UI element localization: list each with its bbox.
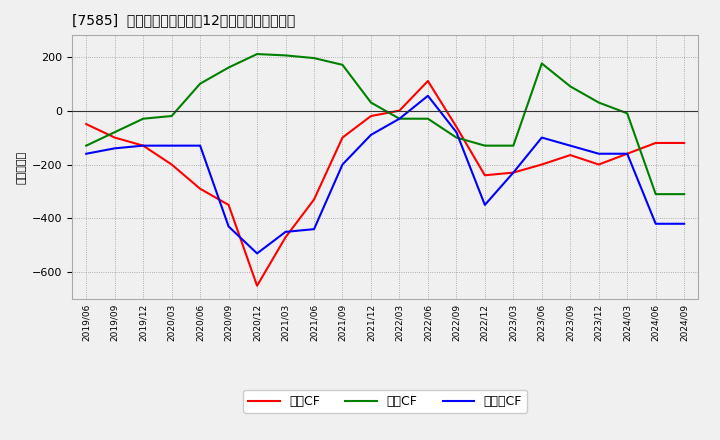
フリーCF xyxy=(139,143,148,148)
投資CF xyxy=(282,53,290,58)
営業CF xyxy=(139,143,148,148)
フリーCF xyxy=(537,135,546,140)
営業CF xyxy=(509,170,518,175)
投資CF xyxy=(338,62,347,67)
投資CF xyxy=(395,116,404,121)
営業CF xyxy=(110,135,119,140)
投資CF xyxy=(680,191,688,197)
営業CF xyxy=(652,140,660,146)
営業CF xyxy=(537,162,546,167)
Line: 投資CF: 投資CF xyxy=(86,54,684,194)
営業CF xyxy=(395,108,404,113)
投資CF xyxy=(366,100,375,105)
フリーCF xyxy=(225,224,233,229)
営業CF xyxy=(310,197,318,202)
営業CF xyxy=(338,135,347,140)
投資CF xyxy=(452,135,461,140)
フリーCF xyxy=(566,143,575,148)
営業CF xyxy=(480,172,489,178)
Line: 営業CF: 営業CF xyxy=(86,81,684,286)
フリーCF xyxy=(366,132,375,138)
投資CF xyxy=(623,111,631,116)
フリーCF xyxy=(338,162,347,167)
フリーCF xyxy=(282,229,290,235)
フリーCF xyxy=(310,227,318,232)
投資CF xyxy=(423,116,432,121)
投資CF xyxy=(82,143,91,148)
投資CF xyxy=(480,143,489,148)
投資CF xyxy=(167,114,176,119)
投資CF xyxy=(595,100,603,105)
投資CF xyxy=(110,129,119,135)
営業CF xyxy=(452,124,461,129)
Legend: 営業CF, 投資CF, フリーCF: 営業CF, 投資CF, フリーCF xyxy=(243,390,527,413)
Text: [7585]  キャッシュフローの12か月移動合計の推移: [7585] キャッシュフローの12か月移動合計の推移 xyxy=(72,13,295,27)
営業CF xyxy=(623,151,631,156)
フリーCF xyxy=(253,251,261,256)
営業CF xyxy=(680,140,688,146)
投資CF xyxy=(225,65,233,70)
営業CF xyxy=(225,202,233,208)
フリーCF xyxy=(680,221,688,227)
投資CF xyxy=(310,55,318,61)
フリーCF xyxy=(196,143,204,148)
フリーCF xyxy=(167,143,176,148)
営業CF xyxy=(595,162,603,167)
投資CF xyxy=(139,116,148,121)
営業CF xyxy=(253,283,261,288)
投資CF xyxy=(537,61,546,66)
フリーCF xyxy=(480,202,489,208)
Line: フリーCF: フリーCF xyxy=(86,96,684,253)
営業CF xyxy=(566,152,575,158)
フリーCF xyxy=(623,151,631,156)
投資CF xyxy=(566,84,575,89)
Y-axis label: （百万円）: （百万円） xyxy=(17,150,26,184)
フリーCF xyxy=(509,170,518,175)
フリーCF xyxy=(82,151,91,156)
投資CF xyxy=(196,81,204,86)
営業CF xyxy=(366,114,375,119)
営業CF xyxy=(167,162,176,167)
営業CF xyxy=(282,235,290,240)
営業CF xyxy=(82,121,91,127)
フリーCF xyxy=(652,221,660,227)
営業CF xyxy=(423,78,432,84)
投資CF xyxy=(509,143,518,148)
投資CF xyxy=(253,51,261,57)
フリーCF xyxy=(395,116,404,121)
営業CF xyxy=(196,186,204,191)
フリーCF xyxy=(110,146,119,151)
フリーCF xyxy=(423,93,432,99)
フリーCF xyxy=(595,151,603,156)
フリーCF xyxy=(452,129,461,135)
投資CF xyxy=(652,191,660,197)
